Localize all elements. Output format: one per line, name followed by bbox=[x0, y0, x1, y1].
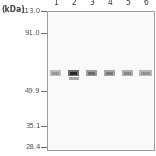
Bar bbox=[141, 72, 150, 75]
Bar bbox=[52, 72, 59, 75]
Bar bbox=[104, 71, 115, 76]
Text: 1: 1 bbox=[53, 0, 58, 7]
Text: 5: 5 bbox=[125, 0, 130, 7]
Bar bbox=[68, 71, 79, 76]
Bar bbox=[70, 72, 77, 75]
Bar bbox=[69, 77, 79, 80]
Text: 3: 3 bbox=[89, 0, 94, 7]
Bar bbox=[88, 72, 95, 75]
Text: 28.4: 28.4 bbox=[25, 144, 41, 150]
Text: 113.0: 113.0 bbox=[20, 8, 41, 14]
Bar bbox=[106, 72, 113, 75]
Bar bbox=[122, 71, 133, 76]
Text: 6: 6 bbox=[143, 0, 148, 7]
Bar bbox=[50, 71, 61, 76]
Text: 4: 4 bbox=[107, 0, 112, 7]
Bar bbox=[47, 11, 154, 150]
Text: 91.0: 91.0 bbox=[25, 30, 41, 36]
Bar bbox=[86, 71, 97, 76]
Text: (kDa): (kDa) bbox=[2, 5, 25, 14]
Text: 35.1: 35.1 bbox=[25, 123, 41, 129]
Bar bbox=[139, 71, 152, 76]
Text: 2: 2 bbox=[71, 0, 76, 7]
Bar bbox=[124, 72, 131, 75]
Text: 49.9: 49.9 bbox=[25, 88, 41, 95]
